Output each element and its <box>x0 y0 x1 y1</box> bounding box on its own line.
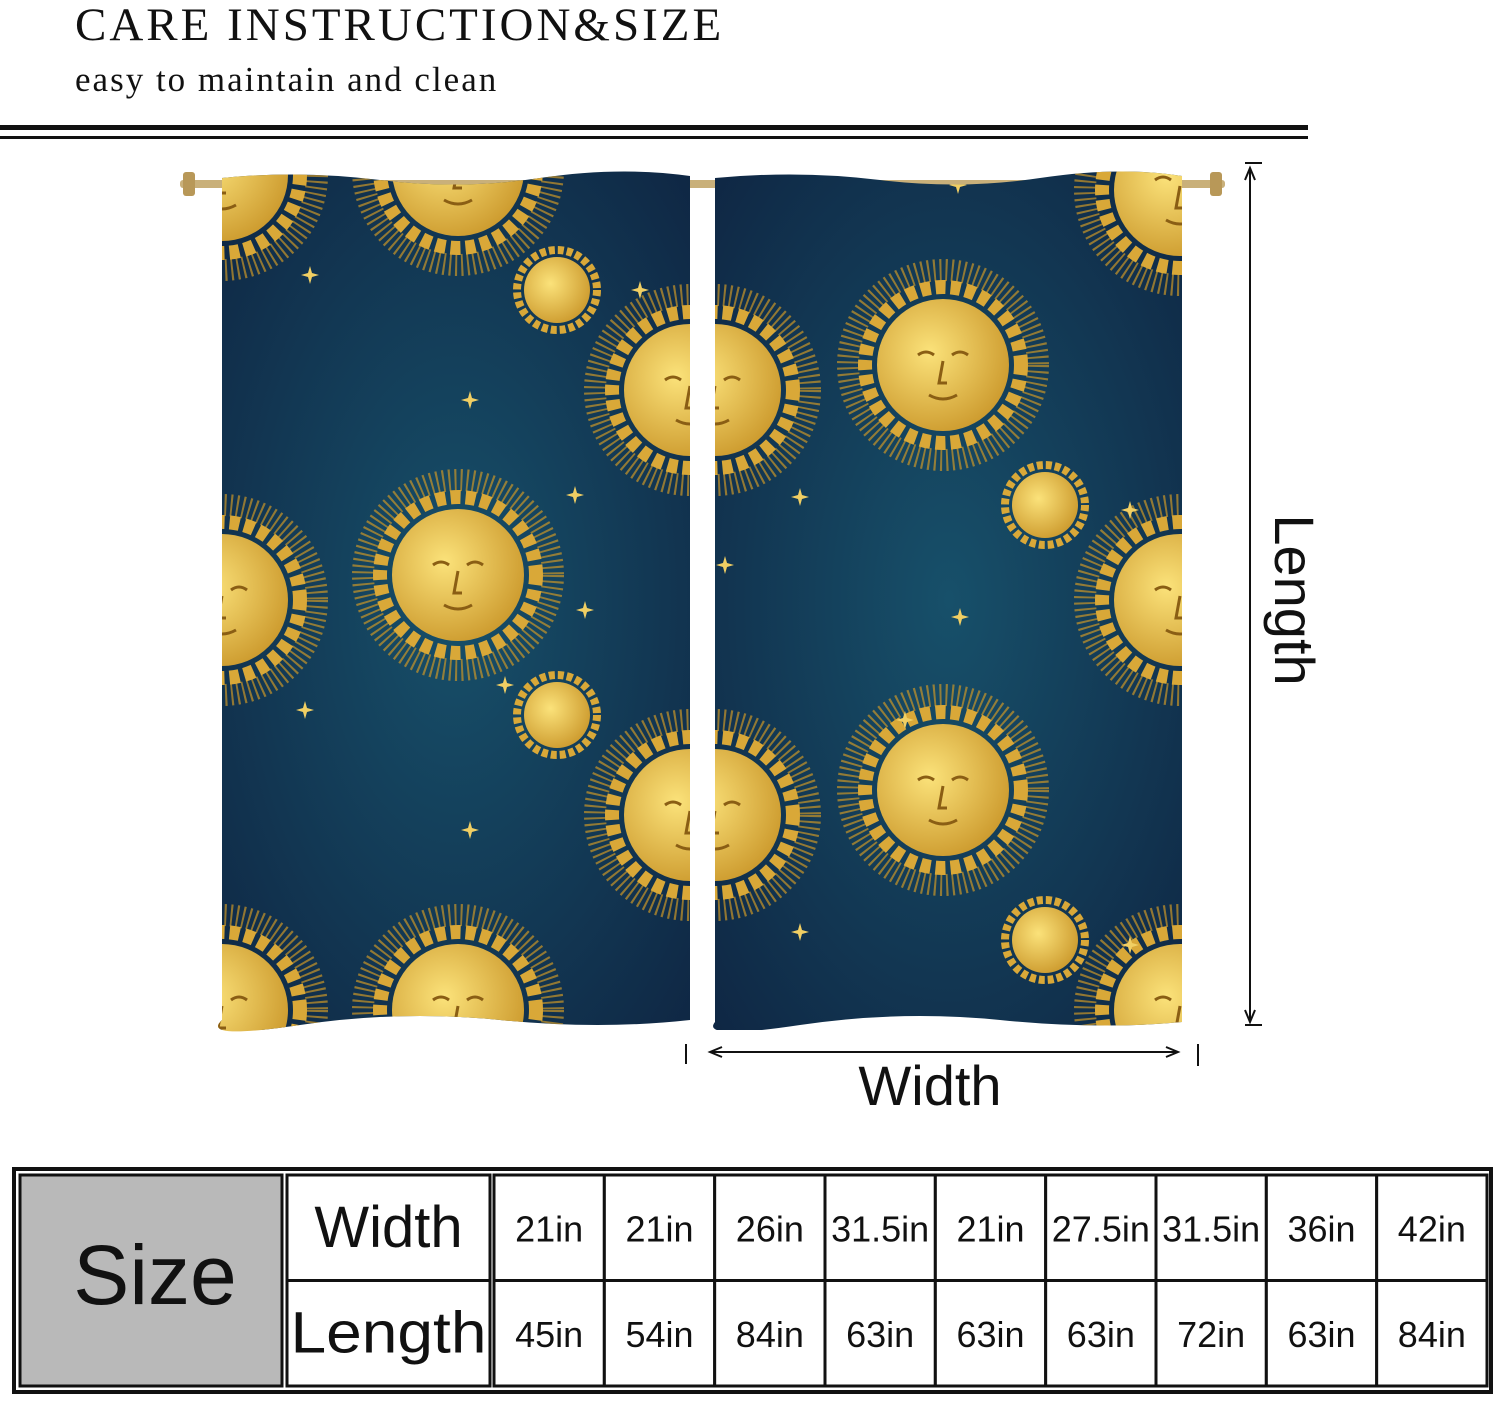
table-cell <box>933 1279 1048 1388</box>
rod-end <box>1210 172 1222 196</box>
cell-value: 42in <box>1398 1208 1466 1249</box>
row-header-cell <box>285 1173 492 1282</box>
cell-value: 26in <box>736 1208 804 1249</box>
row-header: Width <box>314 1195 462 1260</box>
table-cell <box>492 1173 606 1282</box>
table-cell <box>823 1279 937 1388</box>
rod-end <box>183 172 195 196</box>
size-table: Size Width 21in 21in 26in 31.5in 21in 27.5in 31… <box>12 1167 1493 1394</box>
length-arrow <box>1244 162 1262 1026</box>
cell-value: 63in <box>1287 1314 1355 1355</box>
cell-value: 21in <box>956 1208 1024 1249</box>
table-cell <box>1264 1279 1379 1388</box>
cell-value: 31.5in <box>1162 1208 1260 1249</box>
table-cell <box>1044 1173 1158 1282</box>
table-cell <box>1375 1279 1489 1388</box>
size-label: Size <box>73 1228 236 1322</box>
cell-value: 21in <box>625 1208 693 1249</box>
cell-value: 31.5in <box>831 1208 929 1249</box>
curtain-right <box>713 171 1182 1032</box>
subtitle: easy to maintain and clean <box>75 60 498 99</box>
cell-value: 63in <box>1067 1314 1135 1355</box>
title: CARE INSTRUCTION&SIZE <box>75 0 724 51</box>
table-cell <box>602 1279 717 1388</box>
cell-value: 84in <box>736 1314 804 1355</box>
cell-value: 45in <box>515 1314 583 1355</box>
table-cell <box>1044 1279 1158 1388</box>
cell-value: 27.5in <box>1052 1208 1150 1249</box>
cell-value: 54in <box>625 1314 693 1355</box>
table-cell <box>1154 1279 1268 1388</box>
cell-value: 21in <box>515 1208 583 1249</box>
cell-value: 72in <box>1177 1314 1245 1355</box>
cell-value: 63in <box>846 1314 914 1355</box>
row-header-cell <box>285 1279 492 1388</box>
curtain-left <box>218 171 691 1105</box>
rule <box>0 125 1308 130</box>
table-cell <box>492 1279 606 1388</box>
length-label: Length <box>1263 514 1326 685</box>
width-label: Width <box>858 1054 1001 1117</box>
cell-value: 84in <box>1398 1314 1466 1355</box>
rule <box>0 136 1308 139</box>
width-arrow <box>685 1044 1199 1066</box>
cell-value: 63in <box>956 1314 1024 1355</box>
row-header: Length <box>291 1301 487 1366</box>
cell-value: 36in <box>1287 1208 1355 1249</box>
table-cell <box>1375 1173 1489 1282</box>
